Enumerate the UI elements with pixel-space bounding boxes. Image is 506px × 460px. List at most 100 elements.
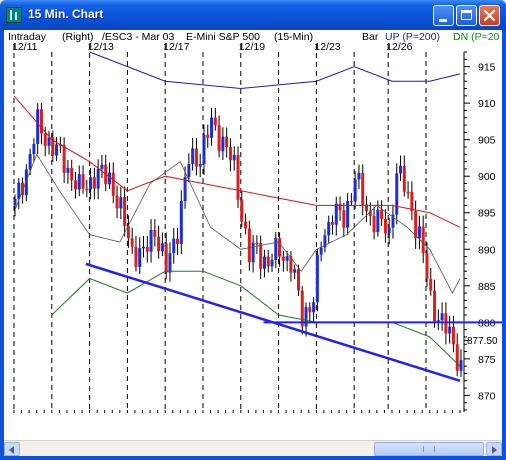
header-up-label: UP (P=200) bbox=[385, 31, 440, 43]
price-bar bbox=[410, 192, 414, 212]
price-bar bbox=[380, 209, 384, 219]
price-bar bbox=[100, 164, 104, 169]
chart-header: Intraday (Right) /ESC3 - Mar 03 E-Mini S… bbox=[8, 31, 500, 43]
time-axis bbox=[13, 410, 461, 413]
price-bar bbox=[395, 173, 399, 215]
header-symbol: /ESC3 - Mar 03 bbox=[102, 31, 175, 43]
price-bar bbox=[107, 172, 111, 185]
price-bar bbox=[77, 174, 81, 190]
price-bar bbox=[36, 109, 40, 144]
price-bar bbox=[368, 211, 372, 216]
chart-area: Intraday (Right) /ESC3 - Mar 03 E-Mini S… bbox=[4, 30, 502, 456]
price-bar bbox=[414, 211, 418, 239]
price-bar bbox=[459, 360, 463, 371]
price-bar bbox=[47, 137, 51, 146]
date-label: 12/23 bbox=[314, 41, 340, 53]
price-bar bbox=[21, 182, 25, 196]
price-bar bbox=[126, 225, 130, 239]
price-bar bbox=[119, 197, 123, 209]
price-bar bbox=[187, 164, 191, 178]
price-bar bbox=[319, 247, 323, 255]
price-bar bbox=[433, 290, 437, 322]
last-price-label: 877.50 bbox=[467, 336, 498, 347]
price-bar bbox=[32, 143, 36, 155]
price-bar bbox=[323, 235, 327, 248]
price-bar bbox=[73, 180, 77, 190]
price-bar bbox=[191, 148, 195, 165]
header-bar-type: Bar bbox=[362, 31, 379, 43]
chart-app-icon bbox=[6, 7, 22, 23]
price-bar bbox=[149, 230, 153, 252]
price-bar bbox=[251, 242, 255, 263]
price-bar bbox=[130, 238, 134, 247]
minimize-button[interactable] bbox=[433, 5, 454, 26]
price-bar bbox=[43, 133, 47, 146]
price-bar bbox=[240, 199, 244, 222]
price-bar bbox=[172, 238, 176, 254]
price-bar bbox=[451, 326, 455, 345]
horizontal-scrollbar[interactable] bbox=[4, 440, 502, 456]
price-bar bbox=[262, 256, 266, 269]
price-bar bbox=[115, 195, 119, 209]
price-bar bbox=[85, 188, 89, 191]
title-bar[interactable]: 15 Min. Chart bbox=[0, 0, 506, 30]
date-label: 12/17 bbox=[163, 41, 189, 53]
price-bar bbox=[399, 165, 403, 174]
date-label: 12/13 bbox=[88, 41, 114, 53]
date-label: 12/26 bbox=[386, 41, 412, 53]
header-interval: (15-Min) bbox=[274, 31, 313, 43]
price-bar bbox=[225, 136, 229, 148]
price-bar bbox=[365, 204, 369, 212]
price-bar bbox=[164, 243, 168, 273]
price-chart[interactable]: Intraday (Right) /ESC3 - Mar 03 E-Mini S… bbox=[4, 30, 502, 440]
scroll-left-button[interactable] bbox=[4, 442, 20, 456]
price-bar bbox=[210, 117, 214, 138]
price-bar bbox=[247, 228, 251, 263]
date-label: 12/19 bbox=[239, 41, 265, 53]
trend-annotations bbox=[85, 262, 502, 382]
price-bar bbox=[24, 169, 28, 196]
price-bar bbox=[342, 210, 346, 228]
price-bar bbox=[96, 168, 100, 189]
price-bar bbox=[153, 230, 157, 237]
maximize-button[interactable] bbox=[456, 5, 477, 26]
price-bar bbox=[206, 134, 210, 138]
scroll-right-button[interactable] bbox=[486, 442, 502, 456]
indicator-line bbox=[13, 95, 461, 228]
price-tick-label: 895 bbox=[478, 208, 496, 220]
minimize-icon bbox=[439, 19, 447, 22]
price-bar bbox=[217, 125, 221, 152]
price-bar bbox=[111, 172, 115, 196]
price-bar bbox=[39, 109, 43, 134]
price-bar bbox=[66, 167, 70, 173]
price-bar bbox=[266, 256, 270, 267]
indicator-lines bbox=[13, 51, 461, 367]
price-tick-label: 870 bbox=[478, 390, 496, 402]
price-bar bbox=[270, 260, 274, 267]
price-bar bbox=[383, 218, 387, 234]
price-bar bbox=[123, 197, 127, 226]
price-bar bbox=[372, 215, 376, 233]
price-bar bbox=[213, 117, 217, 126]
price-bar bbox=[455, 344, 459, 371]
price-bar bbox=[92, 177, 96, 189]
price-bar bbox=[289, 256, 293, 273]
price-bar bbox=[376, 209, 380, 233]
date-label: 12/11 bbox=[12, 41, 38, 53]
price-bar bbox=[244, 221, 248, 229]
price-bar bbox=[444, 313, 448, 334]
price-bar bbox=[81, 174, 85, 189]
price-bar bbox=[13, 198, 17, 206]
scroll-thumb[interactable] bbox=[374, 442, 484, 456]
price-bar bbox=[285, 256, 289, 261]
price-bar bbox=[417, 226, 421, 239]
price-bar bbox=[134, 246, 138, 267]
price-bar bbox=[300, 290, 304, 327]
price-bar bbox=[406, 191, 410, 194]
price-bar bbox=[145, 246, 149, 252]
price-bar bbox=[436, 320, 440, 322]
price-bar bbox=[198, 164, 202, 167]
price-bar bbox=[429, 278, 433, 291]
close-button[interactable] bbox=[479, 5, 500, 26]
